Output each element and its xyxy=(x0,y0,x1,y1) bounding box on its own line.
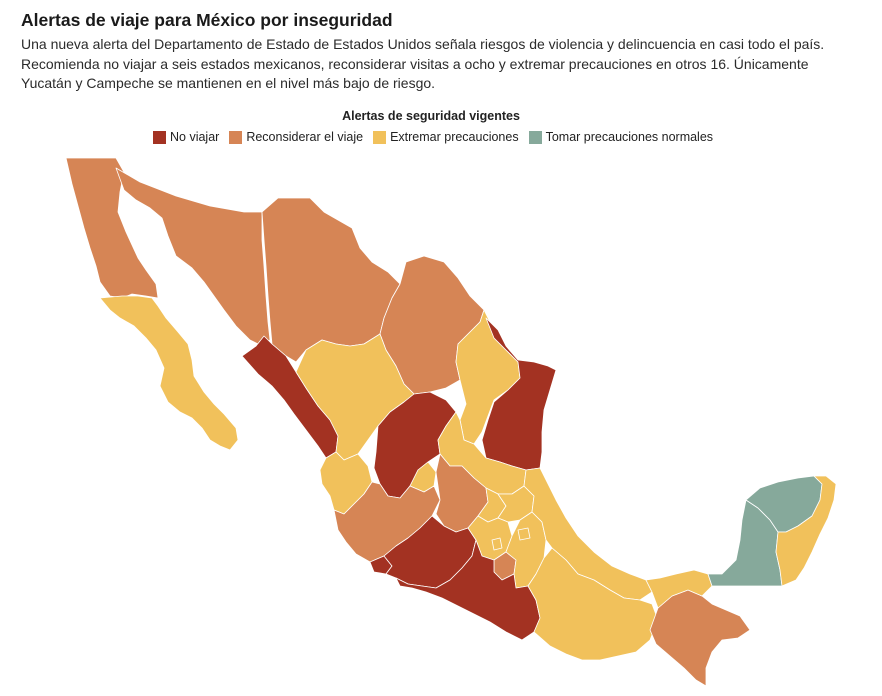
state-guerrero[interactable] xyxy=(395,539,541,641)
legend-swatch-extremar xyxy=(373,130,387,144)
legend-label-normales: Tomar precauciones normales xyxy=(545,130,714,144)
legend-item-reconsiderar: Reconsiderar el viaje xyxy=(229,130,363,144)
page-title: Alertas de viaje para México por insegur… xyxy=(21,10,393,30)
state-tlaxcala[interactable] xyxy=(517,527,531,541)
legend-swatch-no-viajar xyxy=(153,130,166,144)
mexico-map xyxy=(65,157,837,687)
legend-swatch-reconsiderar xyxy=(229,130,243,144)
legend-item-no-viajar: No viajar xyxy=(153,130,219,144)
state-chiapas[interactable] xyxy=(649,589,751,687)
page-subtitle: Una nueva alerta del Departamento de Est… xyxy=(21,36,825,91)
legend-item-extremar: Extremar precauciones xyxy=(373,130,519,144)
legend-swatch-normales xyxy=(528,130,542,144)
state-quintana-roo[interactable] xyxy=(775,475,837,587)
state-baja-california[interactable] xyxy=(65,157,159,299)
state-cdmx[interactable] xyxy=(491,537,503,551)
legend-label-reconsiderar: Reconsiderar el viaje xyxy=(246,130,364,144)
legend-label-extremar: Extremar precauciones xyxy=(390,130,519,144)
state-baja-california-sur[interactable] xyxy=(99,295,239,451)
state-jalisco[interactable] xyxy=(333,481,441,563)
legend: No viajar Reconsiderar el viaje Extremar… xyxy=(153,130,723,144)
legend-item-normales: Tomar precauciones normales xyxy=(528,130,714,144)
state-tabasco[interactable] xyxy=(645,569,713,609)
legend-label-no-viajar: No viajar xyxy=(170,130,220,144)
legend-title: Alertas de seguridad vigentes xyxy=(342,109,520,123)
state-sonora[interactable] xyxy=(115,167,271,347)
